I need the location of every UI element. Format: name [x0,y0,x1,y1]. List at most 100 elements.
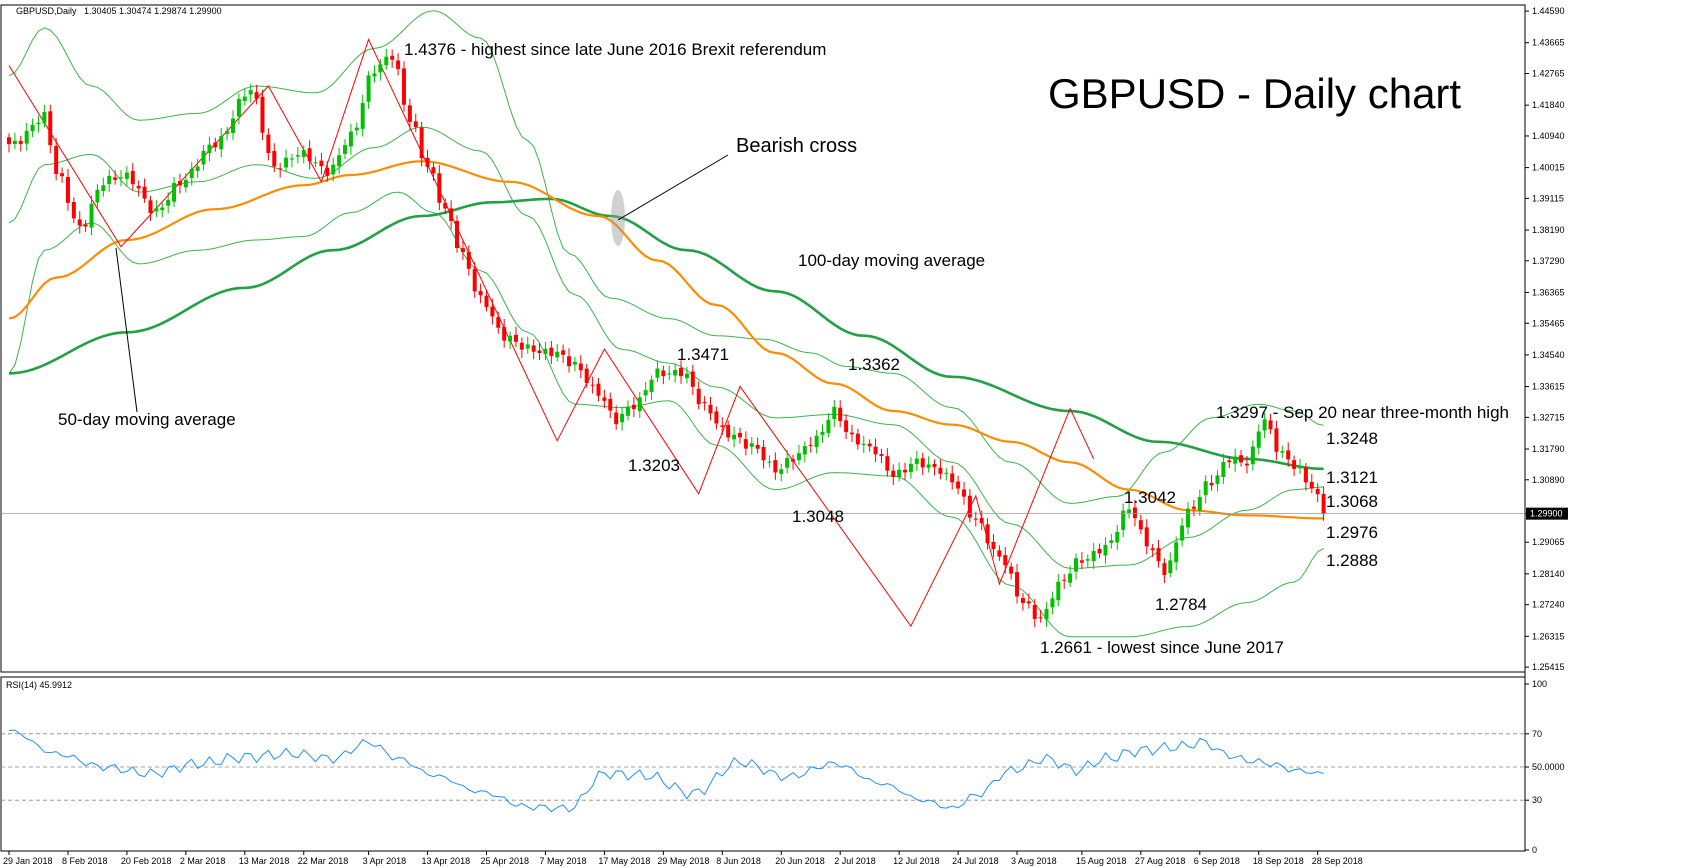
candle-body [77,219,82,226]
annotation-bearish-cross: Bearish cross [736,135,857,157]
candle-body [378,64,383,73]
candle-body [89,203,94,228]
candle-body [136,185,141,189]
candle-body [219,136,224,150]
candle-body [460,248,465,253]
candle-body [319,160,324,167]
candle-body [260,96,265,133]
candle-body [737,432,742,438]
candle-body [1044,609,1049,620]
candle-body [48,111,53,146]
candle-body [708,404,713,414]
candle-body [1286,450,1291,460]
candle-body [1209,482,1214,486]
candle-body [914,458,919,465]
candle-body [525,344,530,349]
candle-body [985,524,990,544]
price-tick-label: 1.35465 [1532,318,1565,328]
candle-body [625,406,630,416]
candle-body [879,454,884,456]
candle-body [360,102,365,129]
ohlc-values: 1.30405 1.30474 1.29874 1.29900 [84,6,222,16]
price-axis: 1.44590 1.43665 1.42765 1.41840 1.40940 1.400… [1,6,1568,672]
candle-body [1298,467,1303,469]
current-price-tag [1526,507,1568,520]
candle-body [1180,525,1185,541]
candle-body [1056,581,1061,601]
candle-body [1256,431,1261,448]
candle-body [773,460,778,473]
candle-body [567,356,572,367]
candle-body [855,433,860,445]
candle-body [961,489,966,497]
price-tick-label: 1.33615 [1532,382,1565,392]
candle-body [101,185,106,192]
candle-body [496,317,501,328]
candle-body [1250,446,1255,465]
bollinger-bands [8,10,1324,638]
candle-body [714,411,719,424]
candle-body [449,208,454,222]
candle-body [177,181,182,186]
date-tick-label: 25 Apr 2018 [480,856,529,866]
rsi-tick-label: 30 [1532,795,1542,805]
candle-body [1280,451,1285,453]
candle-body [826,419,831,433]
candle-body [1292,460,1297,469]
rsi-indicator [1,729,1525,813]
bollinger-upper-band [8,10,1324,504]
candle-body [1244,463,1249,466]
candle-body [661,370,666,377]
candle-body [18,140,23,144]
candle-body [431,167,436,174]
candle-body [313,162,318,164]
candle-body [684,373,689,379]
current-price-label: 1.29900 [1530,509,1563,519]
candle-body [891,470,896,477]
ma50-pointer [115,247,138,413]
price-tick-label: 1.38190 [1532,225,1565,235]
candle-body [1156,548,1161,562]
annotation-ma100-value: 1.3121 [1326,468,1378,487]
candle-body [325,167,330,176]
date-tick-label: 6 Sep 2018 [1194,856,1240,866]
date-tick-label: 20 Feb 2018 [121,856,172,866]
candle-body [602,397,607,401]
annotation-ma50-value: 1.2976 [1326,523,1378,542]
annotation-lower-band: 1.2888 [1326,551,1378,570]
candle-body [814,435,819,448]
candle-body [396,60,401,70]
date-tick-label: 3 Aug 2018 [1011,856,1057,866]
price-tick-label: 1.30890 [1532,475,1565,485]
rsi-tick-label: 0 [1532,845,1537,855]
candle-body [908,463,913,473]
candle-body [484,295,489,308]
candle-body [407,105,412,122]
candle-body [696,388,701,405]
candle-body [1262,419,1267,431]
candle-body [1132,507,1137,519]
candle-body [1062,579,1067,581]
candle-body [956,481,961,489]
date-tick-label: 18 Sep 2018 [1253,856,1304,866]
annotation-13471: 1.3471 [677,345,729,364]
candle-body [278,168,283,170]
candle-body [107,175,112,184]
candle-body [1144,527,1149,547]
candle-body [543,348,548,355]
price-tick-label: 1.40015 [1532,163,1565,173]
candle-body [767,461,772,463]
candle-body [160,207,165,211]
candle-body [337,155,342,167]
candle-body [65,177,70,203]
rsi-line [8,729,1324,813]
annotation-middle-band: 1.3068 [1326,492,1378,511]
candle-body [213,142,218,148]
candle-body [549,347,554,356]
candle-body [637,397,642,412]
candle-body [201,150,206,165]
candle-body [578,363,583,371]
ma100-line [8,197,1324,471]
price-tick-label: 1.42765 [1532,69,1565,79]
candle-body [242,96,247,101]
